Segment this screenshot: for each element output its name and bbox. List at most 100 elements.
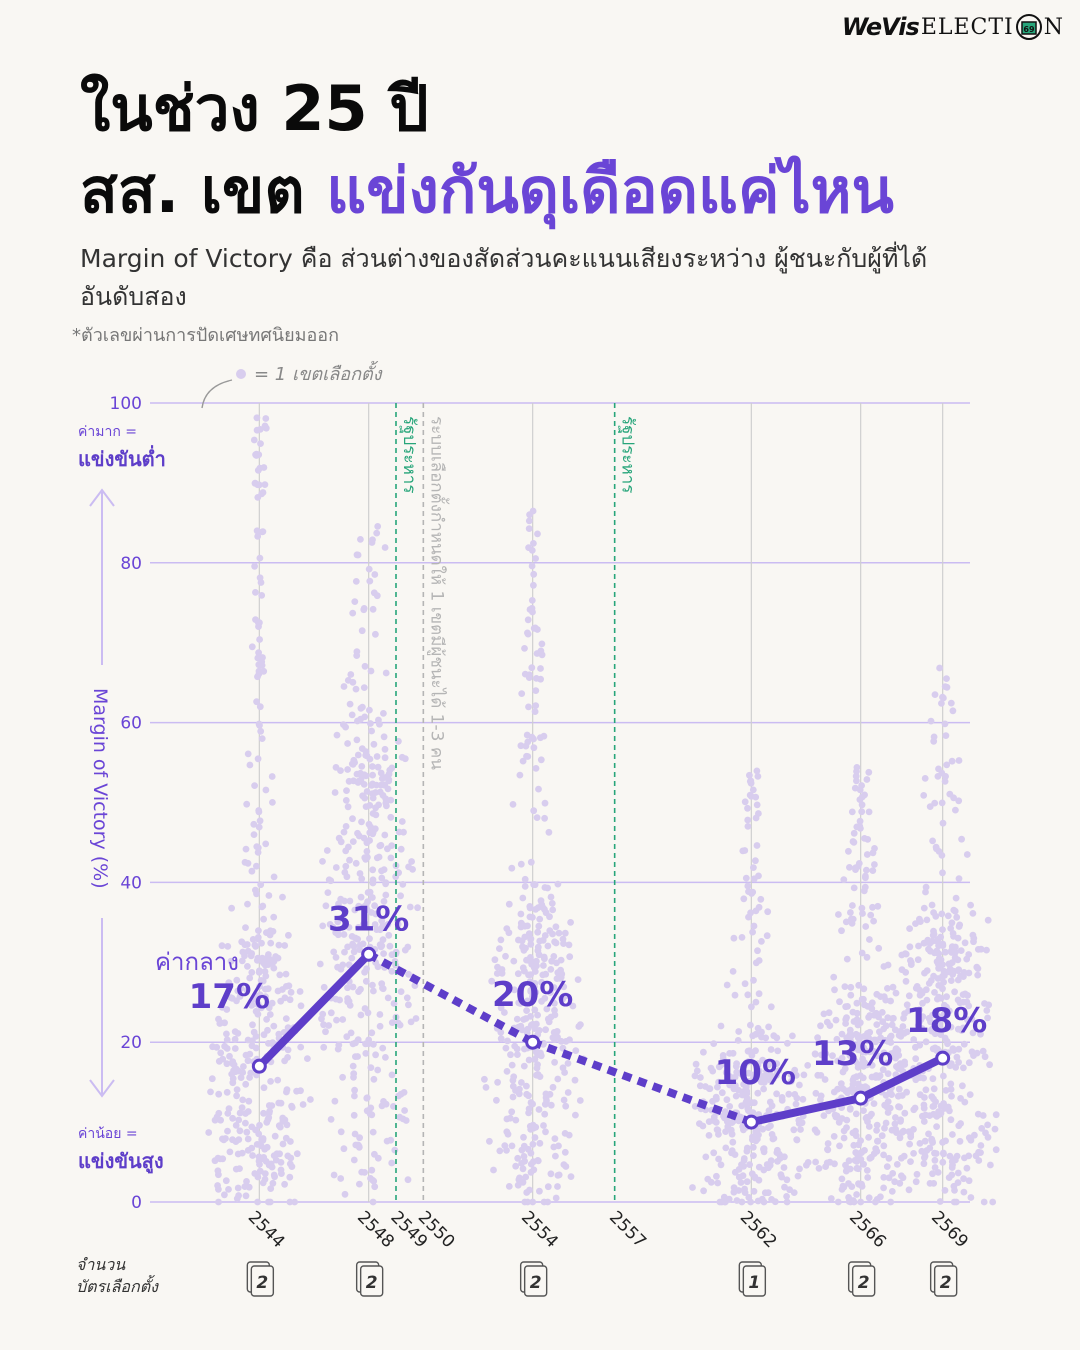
district-dot [544, 1198, 552, 1206]
district-dot [355, 924, 362, 931]
district-dot [754, 1089, 762, 1097]
district-dot [344, 984, 351, 992]
district-dot [378, 867, 385, 875]
district-dot [754, 947, 761, 955]
district-dot [929, 1170, 936, 1178]
district-dot [912, 920, 919, 927]
district-dot [921, 1152, 929, 1160]
district-dot [319, 858, 326, 865]
district-dot [557, 973, 565, 981]
district-dot [207, 1088, 214, 1096]
district-dot [530, 581, 537, 589]
median-value-label: 17% [189, 977, 270, 1017]
district-dot [981, 1053, 989, 1061]
district-dot [528, 562, 536, 570]
district-dot [700, 1048, 707, 1056]
district-dot [874, 1137, 882, 1145]
district-dot [541, 1110, 549, 1118]
district-dot [255, 720, 263, 728]
district-dot [778, 1173, 786, 1181]
district-dot [371, 902, 378, 910]
district-dot [912, 1178, 920, 1186]
district-dot [965, 1059, 973, 1067]
district-dot [282, 970, 290, 978]
district-dot [408, 858, 415, 865]
district-dot [525, 525, 533, 532]
district-dot [387, 1136, 395, 1144]
district-dot [845, 1180, 852, 1187]
district-dot [345, 961, 353, 969]
x-tick-label: 2544 [244, 1207, 289, 1252]
district-dot [244, 1108, 252, 1115]
district-dot [354, 1141, 362, 1149]
district-dot [948, 1092, 955, 1100]
district-dot [955, 1058, 962, 1066]
district-dot [696, 1082, 704, 1090]
district-dot [350, 1111, 358, 1119]
district-dot [260, 1084, 268, 1092]
district-dot [926, 1112, 933, 1119]
district-dot [236, 1127, 244, 1135]
median-value-label: 10% [715, 1053, 796, 1093]
district-dot [565, 941, 573, 949]
district-dot [884, 985, 891, 992]
district-dot [705, 1118, 713, 1125]
district-dot [922, 986, 930, 994]
district-dot [269, 799, 276, 806]
district-dot [692, 1060, 700, 1068]
district-dot [831, 1111, 839, 1119]
district-dot [846, 864, 853, 871]
district-dot [894, 1092, 902, 1100]
district-dot [528, 597, 536, 604]
district-dot [267, 1078, 274, 1085]
district-dot [899, 1023, 907, 1030]
district-dot [254, 849, 262, 856]
district-dot [747, 793, 755, 800]
district-dot [532, 906, 540, 913]
district-dot [745, 888, 752, 895]
district-dot [346, 856, 353, 864]
district-dot [377, 769, 385, 777]
district-dot [345, 843, 352, 851]
district-dot [223, 1088, 231, 1096]
median-point [251, 1058, 267, 1074]
district-dot [263, 929, 270, 936]
district-dot [385, 931, 393, 939]
district-dot [252, 1044, 260, 1052]
district-dot [264, 985, 272, 993]
district-dot [720, 1112, 727, 1120]
district-dot [889, 983, 897, 991]
district-dot [832, 1016, 840, 1024]
district-dot [545, 828, 553, 836]
district-dot [362, 977, 370, 985]
district-dot [763, 932, 771, 940]
district-dot [373, 529, 381, 537]
district-dot [538, 978, 545, 986]
district-dot [234, 1184, 242, 1192]
district-dot [940, 1072, 947, 1080]
district-dot [561, 929, 569, 937]
district-dot [863, 851, 871, 858]
district-dot [865, 1134, 872, 1141]
district-dot [733, 1197, 741, 1204]
district-dot [318, 1015, 325, 1023]
district-dot [842, 918, 850, 926]
district-dot [350, 948, 358, 956]
district-dot [554, 1075, 562, 1083]
footnote: *ตัวเลขผ่านการปัดเศษทศนิยมออก [72, 325, 340, 346]
district-dot [527, 858, 535, 866]
district-dot [344, 740, 351, 747]
district-dot [882, 1119, 890, 1127]
district-dot [378, 874, 386, 882]
district-dot [878, 1132, 886, 1140]
district-dot [288, 1102, 295, 1110]
district-dot [539, 936, 547, 944]
district-dot [270, 913, 278, 921]
district-dot [559, 935, 567, 943]
district-dot [491, 956, 499, 964]
district-dot [262, 424, 270, 432]
title-line-2: สส. เขต แข่งกันดุเดือดแค่ไหน [80, 160, 894, 222]
district-dot [287, 988, 295, 996]
district-dot [392, 873, 400, 881]
district-dot [854, 1064, 862, 1071]
